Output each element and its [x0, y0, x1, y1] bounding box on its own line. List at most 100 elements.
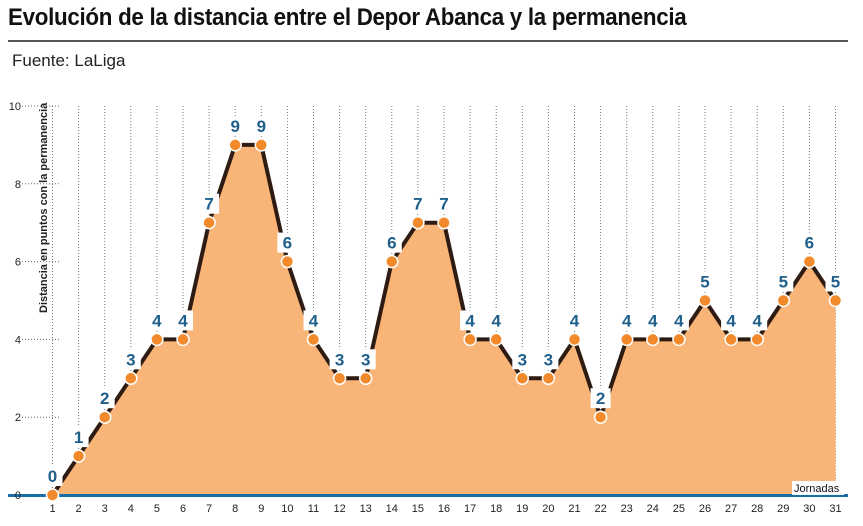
y-tick-label: 0 [15, 490, 21, 502]
x-axis-label-bg [792, 481, 844, 495]
data-label: 9 [257, 117, 266, 136]
x-tick-label: 15 [412, 503, 424, 515]
data-label-bg [120, 349, 141, 370]
data-point [124, 371, 138, 386]
data-label: 4 [752, 311, 762, 330]
data-point [385, 254, 399, 269]
data-label: 2 [596, 389, 605, 408]
data-label-bg [695, 271, 715, 292]
x-tick-label: 31 [829, 503, 841, 515]
x-tick-label: 2 [76, 503, 82, 515]
data-label: 3 [361, 350, 370, 369]
x-tick-label: 22 [594, 503, 606, 515]
data-point [750, 332, 764, 347]
x-tick-label: 27 [725, 503, 737, 515]
data-label: 4 [622, 311, 632, 330]
title-divider [8, 40, 848, 42]
y-axis-label: Distancia en puntos con la permanencia [38, 102, 50, 313]
data-point [228, 138, 242, 152]
data-label-bg [381, 232, 402, 253]
data-point [515, 371, 530, 386]
x-axis-ticks: 1 2 3 4 5 6 7 8 9 10 11 12 13 14 15 16 17 18 19 20 21 22 23 24 2… [49, 503, 841, 515]
data-label: 4 [465, 311, 475, 330]
area-fill [52, 144, 836, 495]
x-tick-label: 21 [568, 503, 580, 515]
data-label: 5 [779, 273, 788, 292]
data-point [567, 332, 582, 347]
data-label-bg [303, 310, 324, 331]
x-tick-label: 10 [281, 503, 293, 515]
data-point [802, 254, 817, 269]
data-label: 6 [387, 234, 396, 253]
data-label: 4 [178, 311, 188, 330]
x-tick-label: 1 [49, 503, 55, 515]
data-label-bg [407, 193, 428, 214]
y-tick-label: 6 [15, 257, 21, 269]
data-label-bg [329, 349, 350, 370]
data-label-bg [42, 466, 63, 486]
data-point [71, 449, 86, 463]
data-point [489, 332, 503, 347]
x-tick-label: 16 [438, 503, 450, 515]
data-label-bg [747, 310, 768, 331]
data-label: 7 [413, 195, 422, 214]
data-point [593, 410, 608, 424]
data-point [828, 293, 843, 308]
data-label-bg [199, 193, 220, 214]
x-tick-label: 14 [386, 503, 398, 515]
data-point [150, 332, 164, 347]
y-axis-ticks: 0 2 4 6 8 10 [9, 101, 21, 502]
data-label-bg [277, 232, 298, 253]
data-label-bg [721, 310, 742, 331]
x-tick-label: 12 [333, 503, 345, 515]
x-tick-label: 29 [777, 503, 789, 515]
data-label-bg [799, 232, 820, 253]
x-tick-label: 8 [232, 503, 238, 515]
data-label: 3 [126, 350, 135, 369]
data-label: 3 [544, 350, 553, 369]
data-label-bg [668, 310, 689, 331]
data-label-bg [616, 310, 637, 331]
x-tick-label: 3 [102, 503, 108, 515]
data-label: 6 [805, 234, 814, 253]
data-label-bg [538, 349, 559, 370]
data-label: 3 [518, 350, 527, 369]
data-point [332, 371, 347, 386]
data-label-bg [173, 310, 193, 331]
x-axis-label: Jornadas [794, 483, 840, 495]
y-tick-label: 8 [15, 179, 21, 191]
data-label-bg [773, 271, 794, 292]
x-tick-label: 18 [490, 503, 502, 515]
data-label-bg [146, 310, 167, 331]
data-label-bg [251, 115, 272, 136]
data-label-bg [825, 271, 846, 292]
chart-title: Evolución de la distancia entre el Depor… [8, 4, 687, 31]
data-label: 4 [570, 311, 580, 330]
x-tick-label: 17 [464, 503, 476, 515]
data-label-bg [512, 349, 533, 370]
data-point [45, 488, 60, 502]
source-note: Fuente: LaLiga [12, 51, 126, 70]
data-label: 6 [283, 234, 292, 253]
data-markers [45, 138, 843, 502]
data-label-bg [564, 310, 585, 331]
x-tick-label: 6 [180, 503, 186, 515]
x-tick-label: 25 [673, 503, 685, 515]
data-label: 3 [335, 350, 344, 369]
data-label: 0 [48, 467, 57, 486]
data-label: 5 [700, 273, 709, 292]
data-point [437, 215, 451, 230]
data-label-bg [68, 427, 89, 448]
x-tick-label: 11 [308, 503, 319, 515]
data-label-bg [642, 310, 663, 331]
data-label: 7 [204, 195, 213, 214]
data-point [541, 371, 556, 386]
data-point [463, 332, 477, 347]
data-label: 4 [152, 311, 162, 330]
x-tick-label: 30 [803, 503, 815, 515]
x-tick-label: 19 [516, 503, 528, 515]
data-label-bg [460, 310, 481, 331]
data-label: 4 [309, 311, 319, 330]
x-tick-label: 23 [621, 503, 633, 515]
